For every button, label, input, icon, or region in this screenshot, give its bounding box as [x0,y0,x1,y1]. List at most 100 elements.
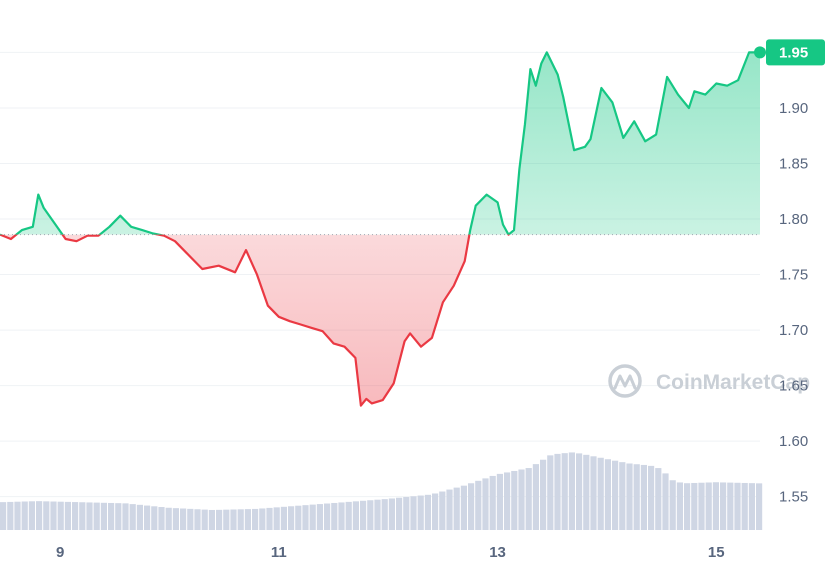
volume-bar [554,453,561,530]
y-tick-label: 1.70 [779,322,808,339]
volume-bar [93,502,100,530]
volume-bar [403,497,410,530]
y-tick-label: 1.60 [779,433,808,450]
volume-bar [626,463,633,530]
volume-bar [676,482,683,530]
volume-bar [64,501,71,530]
y-axis: 1.55 1.60 1.65 1.70 1.75 1.80 1.85 1.90 1.95 [779,44,808,505]
volume-bar [381,499,388,530]
volume-bar [756,483,763,530]
volume-bar [288,506,295,530]
volume-bar [446,489,453,530]
volume-bar [36,501,43,530]
y-tick-label: 1.85 [779,155,808,172]
volume-bar [417,495,424,530]
volume-bar [734,482,741,530]
price-line-up [0,51,760,235]
volume-bar [691,482,698,530]
y-tick-label: 1.65 [779,378,808,395]
volume-bar [187,508,194,530]
volume-bar [590,456,597,530]
volume-bar [468,483,475,530]
volume-bar [374,499,381,530]
volume-bar [576,453,583,530]
volume-bar [0,502,7,530]
volume-bar [439,491,446,530]
volume-bar [108,502,115,530]
volume-bar [115,503,122,530]
volume-bar [475,480,482,530]
volume-bar [453,487,460,530]
last-price-badge-bg [766,39,825,66]
volume-bar [14,501,21,530]
volume-bar [165,507,172,530]
volume-bar [396,497,403,530]
volume-bar [698,482,705,530]
volume-bar [561,453,568,530]
price-area-fill [0,52,760,406]
volume-bar [309,504,316,530]
x-tick-label: 9 [56,544,64,561]
price-line-down [0,234,511,407]
volume-bar [7,501,14,530]
volume-bar [100,502,107,530]
volume-bar [28,501,35,530]
volume-bar [460,485,467,530]
volume-bar [208,509,215,530]
volume-bar [496,473,503,530]
volume-bar [216,509,223,530]
volume-bar [705,482,712,530]
y-tick-label: 1.90 [779,100,808,117]
last-price-badge: 1.95 [766,39,825,66]
volume-bar [259,508,266,530]
volume-bar [662,473,669,530]
volume-bar [504,472,511,530]
volume-bar [727,482,734,530]
volume-bar [748,483,755,530]
volume-bar [532,464,539,530]
volume-bars [0,452,763,530]
watermark: CoinMarketCap [608,364,810,398]
volume-bar [489,475,496,530]
volume-bar [43,501,50,530]
volume-bar [266,507,273,530]
volume-bar [331,502,338,530]
volume-bar [360,500,367,530]
volume-bar [295,505,302,530]
volume-bar [367,500,374,530]
volume-bar [540,459,547,530]
volume-bar [648,465,655,530]
volume-bar [144,505,151,530]
last-price-point [754,46,766,59]
volume-bar [273,507,280,530]
volume-bar [410,496,417,530]
x-tick-label: 11 [271,544,287,561]
y-tick-label: 1.55 [779,489,808,506]
volume-bar [720,482,727,530]
volume-bar [583,454,590,530]
volume-bar [122,503,129,530]
volume-bar [57,501,64,530]
volume-bar [612,460,619,530]
volume-bar [432,493,439,530]
volume-bar [633,464,640,530]
volume-bar [604,459,611,530]
volume-bar [180,508,187,530]
x-axis: 9 11 13 15 [56,544,725,561]
volume-bar [352,501,359,530]
price-area-up [0,52,760,235]
volume-bar [712,482,719,530]
volume-bar [525,468,532,530]
volume-bar [424,494,431,530]
volume-bar [79,502,86,530]
volume-bar [640,464,647,530]
last-price-label: 1.95 [779,44,808,61]
volume-bar [129,504,136,530]
volume-bar [741,482,748,530]
price-line [0,51,760,407]
volume-bar [21,501,28,530]
price-area-down [0,234,509,406]
volume-bar [345,501,352,530]
x-tick-label: 15 [708,544,725,561]
